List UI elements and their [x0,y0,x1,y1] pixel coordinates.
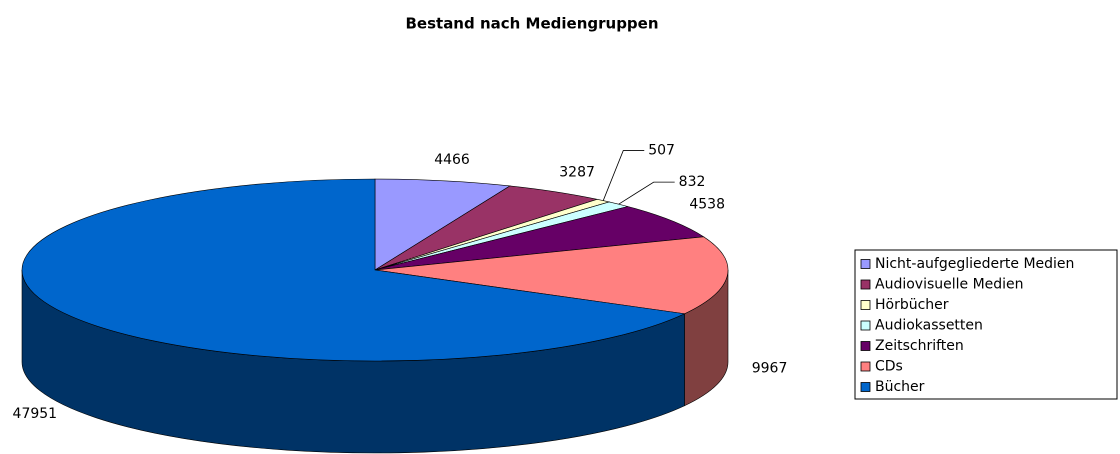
legend-swatch [860,341,871,351]
data-label: 9967 [752,360,788,376]
legend-swatch [860,320,871,331]
slice-top [374,206,705,271]
slice-top [374,236,729,315]
data-label: 4466 [434,152,470,168]
data-label: 3287 [559,164,595,180]
data-label: 47951 [13,406,58,422]
legend-swatch [860,382,871,392]
data-label: 832 [679,174,706,190]
legend-swatch [860,361,871,372]
legend-label: CDs [875,359,903,375]
legend-label: Audiovisuelle Medien [875,277,1024,293]
legend-box [854,249,1118,400]
slice-top [374,178,511,271]
leader-line [618,181,675,205]
slice [21,178,686,454]
legend-label: Audiokassetten [875,318,983,334]
slice [374,178,511,271]
slice [374,236,729,407]
data-label: 507 [648,143,675,159]
data-label: 4538 [689,197,725,213]
leader-line [602,150,645,201]
slice-top [21,178,686,362]
legend-label: Nicht-aufgegliederte Medien [875,256,1074,272]
legend-label: Hörbücher [875,297,949,313]
slice [374,206,705,271]
legend-label: Zeitschriften [875,338,964,354]
legend-swatch [860,259,871,269]
legend-swatch [860,279,871,290]
legend-label: Bücher [875,379,925,395]
legend-swatch [860,300,871,310]
chart-title: Bestand nach Mediengruppen [405,15,658,33]
